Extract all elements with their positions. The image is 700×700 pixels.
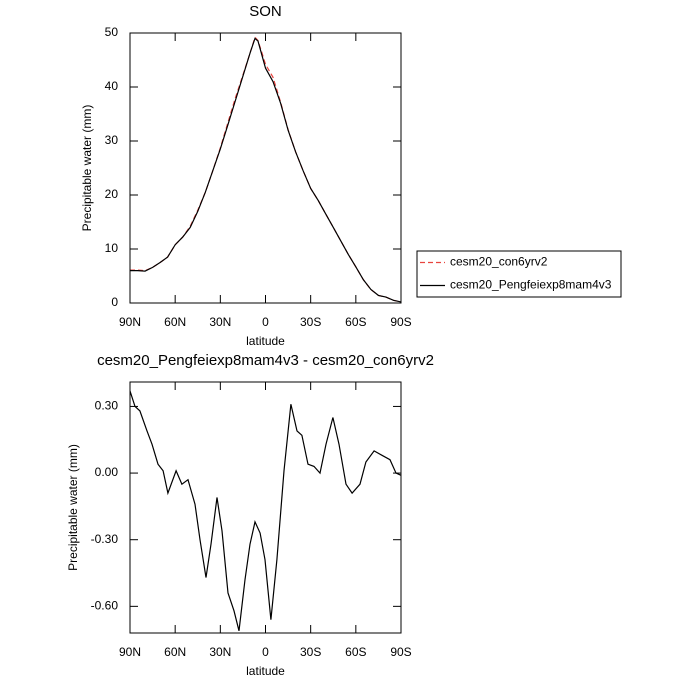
- x-tick-label: 60N: [164, 315, 186, 329]
- plot-frame: [129, 381, 402, 634]
- chart-title: SON: [249, 3, 282, 20]
- x-axis-label: latitude: [246, 664, 285, 678]
- x-tick-label: 30S: [300, 315, 321, 329]
- x-tick-label: 90S: [390, 645, 411, 659]
- x-tick-label: 0: [262, 645, 269, 659]
- y-tick-label: -0.60: [91, 599, 119, 613]
- y-tick-label: 10: [105, 241, 119, 255]
- chart-title: cesm20_Pengfeiexp8mam4v3 - cesm20_con6yr…: [97, 352, 434, 369]
- data-line: [130, 37, 402, 303]
- y-axis-label: Precipitable water (mm): [80, 105, 94, 232]
- x-tick-label: 60S: [345, 315, 366, 329]
- x-tick-label: 90S: [390, 315, 411, 329]
- y-tick-label: 0.30: [95, 399, 119, 413]
- data-line: [129, 390, 402, 631]
- x-tick-label: 30N: [209, 645, 231, 659]
- x-tick-label: 30N: [209, 315, 231, 329]
- y-tick-label: 0: [111, 295, 118, 309]
- y-tick-label: 50: [105, 25, 119, 39]
- y-tick-label: 0.00: [95, 465, 119, 479]
- x-tick-label: 60N: [164, 645, 186, 659]
- y-tick-label: -0.30: [91, 532, 119, 546]
- legend-box: [416, 250, 622, 298]
- y-axis-label: Precipitable water (mm): [66, 444, 80, 571]
- data-line: [130, 36, 402, 303]
- y-tick-label: 20: [105, 187, 119, 201]
- legend-label: cesm20_con6yrv2: [450, 255, 548, 269]
- x-axis-label: latitude: [246, 334, 285, 348]
- plot-frame: [129, 32, 402, 304]
- x-tick-label: 30S: [300, 645, 321, 659]
- x-tick-label: 90N: [119, 315, 141, 329]
- x-tick-label: 60S: [345, 645, 366, 659]
- legend-label: cesm20_Pengfeiexp8mam4v3: [450, 278, 612, 292]
- y-tick-label: 40: [105, 79, 119, 93]
- x-tick-label: 0: [262, 315, 269, 329]
- y-tick-label: 30: [105, 133, 119, 147]
- x-tick-label: 90N: [119, 645, 141, 659]
